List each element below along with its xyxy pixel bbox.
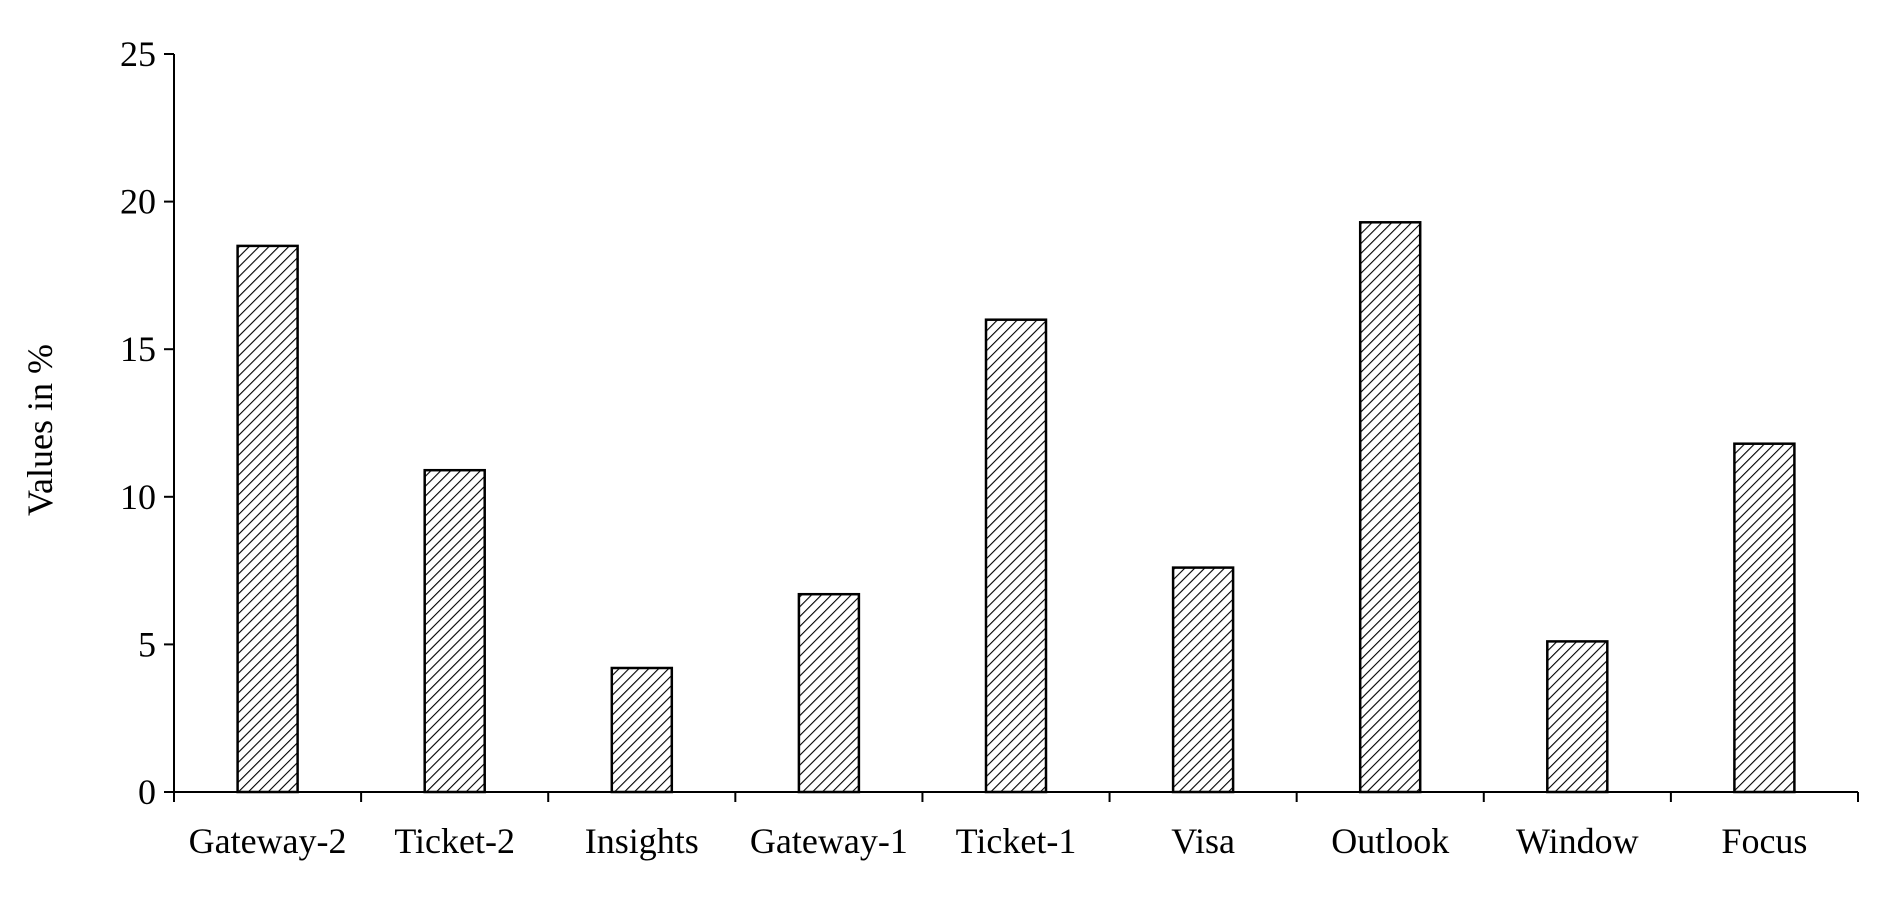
y-tick-label: 0	[138, 772, 156, 812]
bar-visa	[1171, 566, 1235, 794]
bar-ticket-1	[984, 318, 1048, 794]
y-axis-title: Values in %	[20, 344, 60, 516]
x-tick-label: Ticket-2	[394, 821, 515, 861]
x-tick-label: Visa	[1171, 821, 1235, 861]
y-tick-label: 15	[120, 329, 156, 369]
bars-group	[236, 221, 1796, 794]
axes-group	[173, 54, 1859, 802]
y-tick-label: 5	[138, 624, 156, 664]
x-tick-label: Gateway-2	[189, 821, 347, 861]
bar-gateway-1	[797, 592, 861, 794]
y-ticks-group: 0 5 10 15 20 25	[120, 34, 174, 812]
bar-focus	[1733, 442, 1796, 794]
y-tick-label: 20	[120, 182, 156, 222]
bar-ticket-2	[423, 468, 486, 794]
x-labels-group: Gateway-2 Ticket-2 Insights Gateway-1 Ticket…	[189, 821, 1808, 861]
y-tick-label: 25	[120, 34, 156, 74]
bar-insights	[610, 666, 674, 794]
y-tick-label: 10	[120, 477, 156, 517]
bar-window	[1546, 640, 1609, 794]
x-tick-label: Outlook	[1331, 821, 1449, 861]
x-tick-label: Window	[1516, 821, 1639, 861]
x-tick-label: Focus	[1721, 821, 1807, 861]
x-tick-label: Insights	[585, 821, 699, 861]
x-tick-label: Gateway-1	[750, 821, 908, 861]
bar-outlook	[1358, 221, 1422, 794]
x-tick-label: Ticket-1	[956, 821, 1077, 861]
bar-gateway-2	[236, 244, 299, 794]
